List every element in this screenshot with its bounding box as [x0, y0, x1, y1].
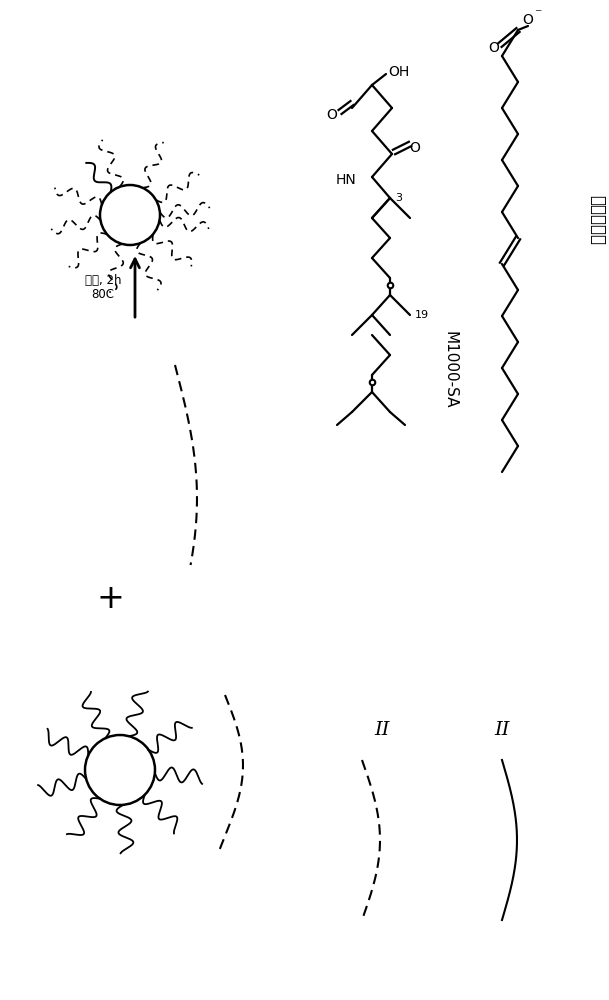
- Text: 甲苯, 2h: 甲苯, 2h: [85, 273, 121, 286]
- Text: 3: 3: [395, 193, 402, 203]
- Text: 19: 19: [415, 310, 429, 320]
- Text: II: II: [495, 721, 510, 739]
- Text: O: O: [410, 141, 420, 155]
- Text: O: O: [488, 41, 499, 55]
- Text: OH: OH: [388, 65, 409, 79]
- Text: 油酸酯配体: 油酸酯配体: [588, 195, 606, 245]
- Text: HN: HN: [335, 173, 356, 187]
- Text: II: II: [375, 721, 390, 739]
- Text: +: +: [96, 582, 124, 614]
- Text: O: O: [326, 108, 337, 122]
- Text: 80C: 80C: [91, 288, 114, 302]
- Text: ⁻: ⁻: [534, 7, 541, 21]
- Text: O: O: [523, 13, 533, 27]
- Text: M1000-SA: M1000-SA: [443, 331, 457, 409]
